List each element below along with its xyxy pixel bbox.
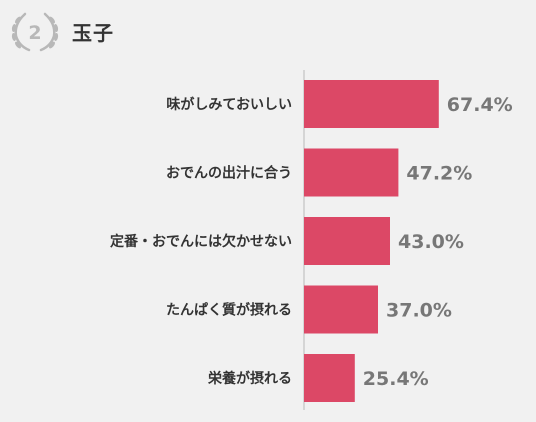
category-label: 栄養が摂れる: [207, 370, 292, 387]
category-label: たんぱく質が摂れる: [166, 302, 292, 319]
value-label: 25.4%: [363, 368, 429, 390]
laurel-wreath-icon: 2: [11, 12, 59, 52]
bar: [304, 148, 399, 197]
bar: [304, 217, 390, 265]
rank-number: 2: [28, 22, 41, 44]
value-label: 43.0%: [398, 231, 464, 253]
bar: [304, 80, 439, 128]
category-label: おでんの出汁に合う: [166, 165, 292, 182]
value-label: 67.4%: [447, 94, 513, 116]
category-label: 味がしみておいしい: [166, 96, 292, 113]
category-label: 定番・おでんには欠かせない: [110, 233, 292, 250]
value-label: 47.2%: [406, 163, 472, 185]
rank-badge: 2: [10, 8, 60, 54]
bar: [304, 285, 378, 334]
value-label: 37.0%: [386, 300, 452, 322]
rank-title: 玉子: [72, 21, 114, 45]
bar: [304, 354, 355, 402]
